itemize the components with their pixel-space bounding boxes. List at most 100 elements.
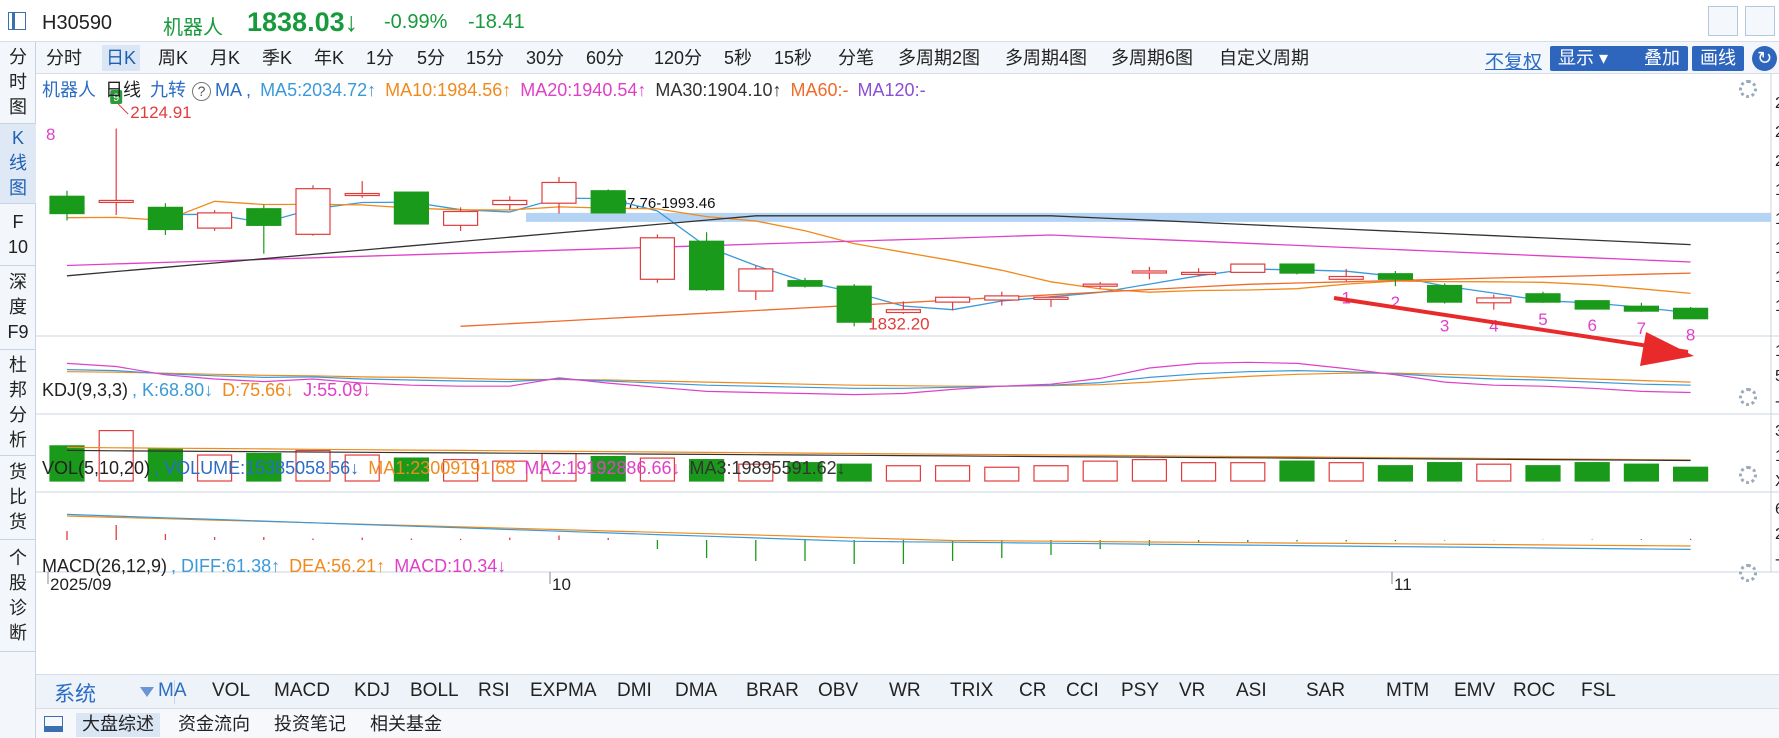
- bottom-tab[interactable]: 相关基金: [370, 714, 442, 734]
- period-tab[interactable]: 5分: [417, 48, 446, 68]
- sidebar-item-f10[interactable]: F 10: [0, 204, 36, 266]
- period-tab[interactable]: 分笔: [838, 48, 874, 68]
- volume-bar: [147, 448, 184, 482]
- vol-ma-line: [66, 449, 1691, 462]
- indicator-tab[interactable]: EMV: [1454, 680, 1496, 701]
- sidebar-item-kline[interactable]: K 线 图: [0, 124, 36, 204]
- vol-legend: VOL(5,10,20), VOLUME:15385058.56↓ MA1:23…: [42, 458, 850, 479]
- period-tab[interactable]: 5秒: [724, 48, 753, 68]
- legend-period[interactable]: 日线: [105, 80, 142, 100]
- indicator-tab[interactable]: MACD: [274, 680, 330, 701]
- period-tab[interactable]: 120分: [654, 48, 703, 68]
- display-button[interactable]: 显示 ▾: [1550, 46, 1650, 71]
- indicator-tab[interactable]: FSL: [1581, 680, 1616, 701]
- period-tab[interactable]: 30分: [526, 48, 565, 68]
- period-tab[interactable]: 周K: [158, 48, 189, 68]
- draw-line-button[interactable]: 画线: [1692, 46, 1744, 71]
- kdj-d-line: [66, 371, 1691, 387]
- indicator-tab[interactable]: ASI: [1236, 680, 1267, 701]
- legend-ma[interactable]: MA ,: [215, 80, 252, 100]
- candle-body: [1328, 275, 1364, 280]
- indicator-tab[interactable]: RSI: [478, 680, 510, 701]
- period-tab[interactable]: 季K: [262, 48, 293, 68]
- candle-body: [934, 296, 971, 303]
- bottom-tab[interactable]: 资金流向: [178, 714, 250, 734]
- sidebar-item-compare[interactable]: 货 比 货: [0, 456, 36, 540]
- indicator-tab[interactable]: EXPMA: [530, 680, 597, 701]
- indicator-tab[interactable]: VR: [1179, 680, 1206, 701]
- period-tab[interactable]: 15秒: [774, 48, 813, 68]
- macd-settings-icon[interactable]: [1739, 564, 1757, 582]
- indicator-tab[interactable]: OBV: [818, 680, 859, 701]
- period-tab[interactable]: 1分: [366, 48, 395, 68]
- nine-count-label: 7: [1637, 319, 1646, 338]
- macd-axis-label: -5: [1775, 551, 1779, 568]
- period-tab[interactable]: 60分: [586, 48, 625, 68]
- legend-ma20: MA20:1940.54↑: [520, 80, 647, 100]
- indicator-tab[interactable]: CR: [1019, 680, 1047, 701]
- indicator-tab[interactable]: VOL: [212, 680, 251, 701]
- legend-ma120: MA120:-: [857, 80, 926, 100]
- period-tab[interactable]: 自定义周期: [1219, 48, 1309, 68]
- macd-value: MACD:10.34↓: [394, 556, 507, 576]
- vol-title[interactable]: VOL(5,10,20): [42, 458, 151, 478]
- panel-toggle-icon[interactable]: [44, 716, 63, 732]
- indicator-tab[interactable]: DMA: [675, 680, 718, 701]
- main-settings-icon[interactable]: [1739, 80, 1757, 98]
- period-tab[interactable]: 多周期6图: [1111, 48, 1194, 68]
- sidebar-item-intraday[interactable]: 分 时 图: [0, 42, 36, 124]
- header-corner-box-right[interactable]: [1745, 6, 1775, 36]
- candle-body: [1131, 270, 1168, 274]
- fuquan-select[interactable]: 不复权: [1485, 52, 1543, 73]
- indicator-tab[interactable]: SAR: [1306, 680, 1346, 701]
- ma30-line: [66, 215, 1691, 277]
- overlay-button[interactable]: 叠加: [1636, 46, 1688, 71]
- sidebar-item-f9[interactable]: 深 度 F9: [0, 266, 36, 350]
- help-icon[interactable]: ?: [192, 82, 212, 101]
- indicator-tab[interactable]: TRIX: [950, 680, 994, 701]
- indicator-tab[interactable]: PSY: [1121, 680, 1160, 701]
- period-tab[interactable]: 多周期4图: [1005, 48, 1088, 68]
- indicator-tab[interactable]: BRAR: [746, 680, 799, 701]
- refresh-icon[interactable]: ↻: [1752, 46, 1777, 71]
- indicator-tab[interactable]: ROC: [1513, 680, 1556, 701]
- period-tab[interactable]: 多周期2图: [898, 48, 981, 68]
- candle-body: [443, 210, 479, 226]
- sidebar-item-dupont[interactable]: 杜 邦 分 析: [0, 350, 36, 456]
- vol-settings-icon[interactable]: [1739, 466, 1757, 484]
- period-tab[interactable]: 15分: [466, 48, 505, 68]
- indicator-tab[interactable]: MA: [158, 680, 187, 701]
- candle-body: [590, 190, 626, 214]
- chart-area[interactable]: 2007.76-1993.46892124.911832.20123456782…: [36, 74, 1779, 674]
- kline-chart-svg[interactable]: 2007.76-1993.46892124.911832.20123456782…: [36, 74, 1779, 674]
- volume-bar: [885, 465, 922, 482]
- window-icon[interactable]: [8, 12, 26, 30]
- kdj-settings-icon[interactable]: [1739, 388, 1757, 406]
- period-tab[interactable]: 月K: [210, 48, 241, 68]
- period-tab[interactable]: 年K: [314, 48, 345, 68]
- main-axis-label: 20: [1775, 124, 1779, 141]
- indicator-tab[interactable]: DMI: [617, 680, 652, 701]
- bottom-tab-active[interactable]: 大盘综述: [76, 713, 160, 737]
- system-dropdown-icon[interactable]: [140, 687, 154, 697]
- header-corner-box-left[interactable]: [1708, 6, 1738, 36]
- system-indicators-label[interactable]: 系统: [54, 683, 96, 706]
- bottom-tab[interactable]: 投资笔记: [274, 714, 346, 734]
- sidebar-item-diagnosis[interactable]: 个 股 诊 断: [0, 540, 36, 652]
- legend-ma60: MA60:-: [790, 80, 849, 100]
- main-axis-label: 21: [1775, 95, 1779, 112]
- indicator-tab[interactable]: WR: [889, 680, 921, 701]
- kdj-title[interactable]: KDJ(9,3,3): [42, 380, 129, 400]
- volume-bar: [688, 459, 725, 482]
- trend-arrow-line: [1333, 296, 1689, 354]
- indicator-tab[interactable]: BOLL: [410, 680, 459, 701]
- indicator-tab[interactable]: CCI: [1066, 680, 1099, 701]
- period-tab[interactable]: 分时: [46, 48, 82, 68]
- legend-jiuzhuan[interactable]: 九转: [150, 80, 187, 100]
- macd-title[interactable]: MACD(26,12,9): [42, 556, 168, 576]
- indicator-tab[interactable]: KDJ: [354, 680, 390, 701]
- indicator-tab[interactable]: MTM: [1386, 680, 1430, 701]
- volume-bar: [492, 460, 528, 482]
- period-tab-active[interactable]: 日K: [102, 45, 141, 71]
- candle-body: [738, 268, 774, 292]
